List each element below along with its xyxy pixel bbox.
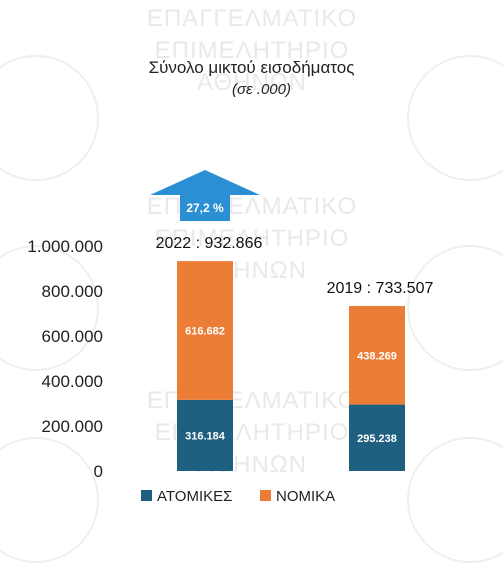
legend-label-atomikes: ΑΤΟΜΙΚΕΣ <box>157 488 232 505</box>
watermark-text: ΕΠΙΜΕΛΗΤΗΡΙΟ <box>155 37 350 64</box>
bar-data-label: 438.269 <box>357 350 397 362</box>
bar-segment <box>349 404 405 471</box>
increase-arrow <box>150 170 260 221</box>
chart-title: Σύνολο μικτού εισοδήματος <box>148 58 355 77</box>
bar-segment <box>349 305 405 405</box>
bar-segment <box>177 399 233 471</box>
watermark-seal <box>407 437 503 563</box>
y-tick-label: 800.000 <box>42 282 103 301</box>
legend-swatch-nomika <box>260 490 271 501</box>
watermark-text: ΑΘΗΝΩΝ <box>197 69 307 96</box>
y-tick-label: 1.000.000 <box>27 237 103 256</box>
watermark-seal <box>0 437 99 563</box>
bar-total-label: 2019 : 733.507 <box>327 280 434 297</box>
y-tick-label: 200.000 <box>42 417 103 436</box>
y-tick-label: 0 <box>94 462 103 481</box>
chart-header: Σύνολο μικτού εισοδήματος (σε .000) <box>0 58 503 98</box>
legend-label-nomika: ΝΟΜΙΚΑ <box>276 488 335 505</box>
watermark-text: ΕΠΑΓΓΕΛΜΑΤΙΚΟ <box>147 193 357 220</box>
watermark-text: ΕΠΑΓΓΕΛΜΑΤΙΚΟ <box>147 5 357 32</box>
legend-swatch-atomikes <box>141 490 152 501</box>
bar-data-label: 616.682 <box>185 325 225 337</box>
watermark-seal <box>407 55 503 181</box>
watermark-text: ΕΠΙΜΕΛΗΤΗΡΙΟ <box>155 225 350 252</box>
y-tick-label: 400.000 <box>42 372 103 391</box>
watermark-seal <box>0 55 99 181</box>
bar-data-label: 316.184 <box>185 430 226 442</box>
y-tick-label: 600.000 <box>42 327 103 346</box>
watermark-seal <box>0 245 99 371</box>
bar-total-label: 2022 : 932.866 <box>156 235 263 252</box>
bar-data-label: 295.238 <box>357 433 397 445</box>
chart-subtitle: (σε .000) <box>232 81 291 98</box>
change-label: 27,2 % <box>186 201 224 215</box>
watermark-seal <box>407 245 503 371</box>
bar-segment <box>177 261 233 400</box>
